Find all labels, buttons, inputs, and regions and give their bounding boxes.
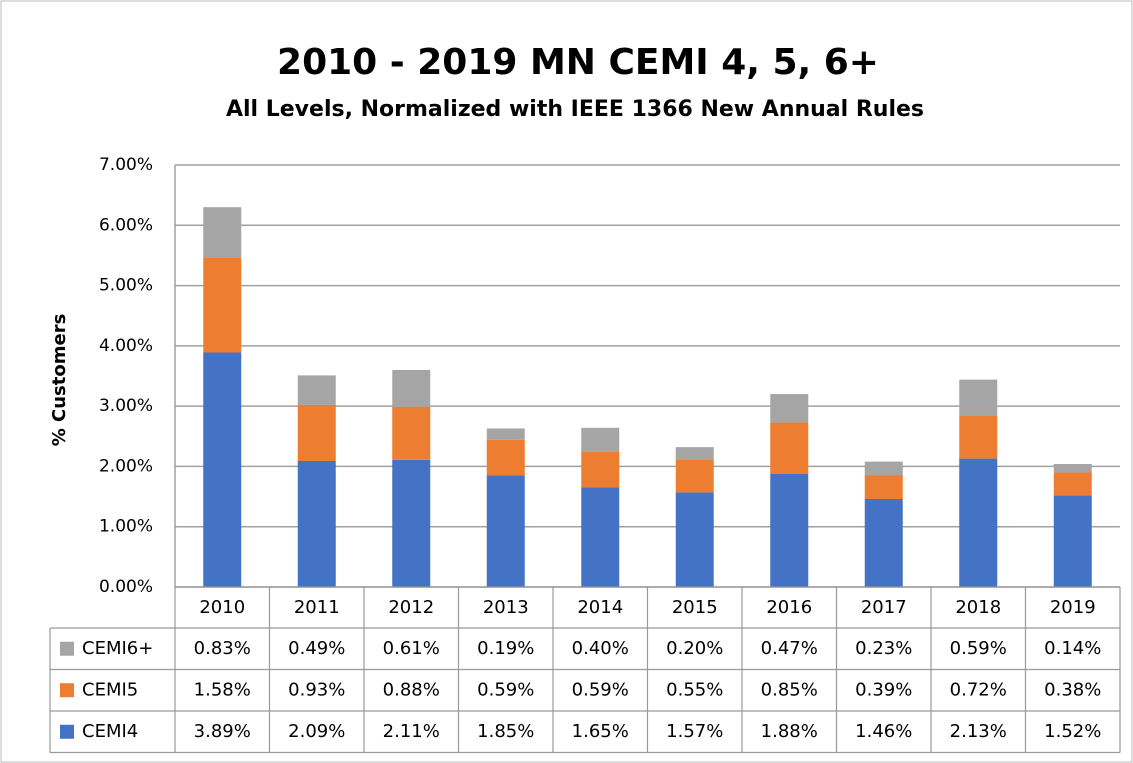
bar-segment (675, 447, 714, 460)
bar-segment (1053, 472, 1092, 496)
table-value: 0.38% (1044, 679, 1101, 700)
bar-segment (864, 461, 903, 476)
legend-swatch (60, 683, 74, 698)
y-tick-label: 7.00% (99, 155, 153, 175)
x-tick-label: 2019 (1050, 597, 1096, 618)
table-value: 1.65% (572, 721, 629, 742)
table-value: 0.14% (1044, 638, 1101, 659)
table-value: 0.93% (288, 679, 345, 700)
table-value: 0.61% (383, 638, 440, 659)
bar-segment (486, 428, 525, 440)
table-value: 0.47% (761, 638, 818, 659)
y-tick-label: 2.00% (99, 456, 153, 476)
bar-segment (486, 475, 525, 587)
bar-segment (581, 487, 620, 587)
table-value: 2.13% (950, 721, 1007, 742)
bar-segment (581, 427, 620, 452)
x-tick-label: 2013 (483, 597, 529, 618)
x-tick-label: 2012 (388, 597, 434, 618)
table-value: 1.52% (1044, 721, 1101, 742)
y-tick-label: 5.00% (99, 276, 153, 296)
table-value: 2.09% (288, 721, 345, 742)
bar-segment (959, 458, 998, 587)
y-tick-label: 4.00% (99, 336, 153, 356)
x-tick-label: 2017 (861, 597, 907, 618)
y-tick-label: 1.00% (99, 517, 153, 537)
x-tick-label: 2014 (577, 597, 623, 618)
bar-segment (203, 207, 242, 258)
table-value: 1.88% (761, 721, 818, 742)
bar-segment (297, 461, 336, 587)
bar-segment (770, 473, 809, 587)
table-value: 1.57% (666, 721, 723, 742)
table-value: 0.59% (477, 679, 534, 700)
bar-segment (770, 394, 809, 423)
bar-segment (675, 492, 714, 587)
bar-segment (1053, 464, 1092, 473)
y-tick-label: 3.00% (99, 396, 153, 416)
y-tick-label: 6.00% (99, 215, 153, 235)
legend-label: CEMI4 (82, 721, 138, 742)
table-value: 0.59% (950, 638, 1007, 659)
bar-segment (392, 406, 431, 460)
legend-label: CEMI5 (82, 679, 138, 700)
table-value: 0.20% (666, 638, 723, 659)
table-value: 1.85% (477, 721, 534, 742)
bar-segment (297, 404, 336, 462)
table-value: 0.55% (666, 679, 723, 700)
table-value: 3.89% (194, 721, 251, 742)
bar-segment (770, 422, 809, 474)
y-tick-label: 0.00% (99, 577, 153, 597)
chart-subtitle: All Levels, Normalized with IEEE 1366 Ne… (226, 97, 924, 122)
x-tick-label: 2011 (294, 597, 340, 618)
bar-segment (864, 498, 903, 587)
bar-segment (486, 439, 525, 476)
bar-segment (392, 369, 431, 407)
bar-segment (581, 451, 620, 488)
y-axis-label: % Customers (49, 314, 70, 447)
bar-segment (675, 459, 714, 493)
table-value: 0.85% (761, 679, 818, 700)
bar-segment (1053, 495, 1092, 587)
x-tick-label: 2016 (766, 597, 812, 618)
bar-segment (959, 379, 998, 416)
legend-swatch (60, 641, 74, 656)
table-value: 0.39% (855, 679, 912, 700)
bar-segment (959, 415, 998, 459)
table-value: 2.11% (383, 721, 440, 742)
legend-label: CEMI6+ (82, 638, 153, 659)
table-value: 0.83% (194, 638, 251, 659)
x-tick-label: 2010 (199, 597, 245, 618)
table-value: 0.59% (572, 679, 629, 700)
bar-segment (203, 352, 242, 587)
x-tick-label: 2018 (955, 597, 1001, 618)
table-value: 0.19% (477, 638, 534, 659)
table-value: 0.40% (572, 638, 629, 659)
table-value: 0.49% (288, 638, 345, 659)
table-value: 0.88% (383, 679, 440, 700)
legend-swatch (60, 724, 74, 739)
bar-segment (297, 375, 336, 405)
table-value: 0.23% (855, 638, 912, 659)
table-value: 1.58% (194, 679, 251, 700)
x-tick-label: 2015 (672, 597, 718, 618)
bar-segment (392, 459, 431, 587)
bar-segment (203, 257, 242, 353)
table-value: 1.46% (855, 721, 912, 742)
chart-title: 2010 - 2019 MN CEMI 4, 5, 6+ (277, 42, 879, 83)
bar-segment (864, 475, 903, 499)
table-value: 0.72% (950, 679, 1007, 700)
